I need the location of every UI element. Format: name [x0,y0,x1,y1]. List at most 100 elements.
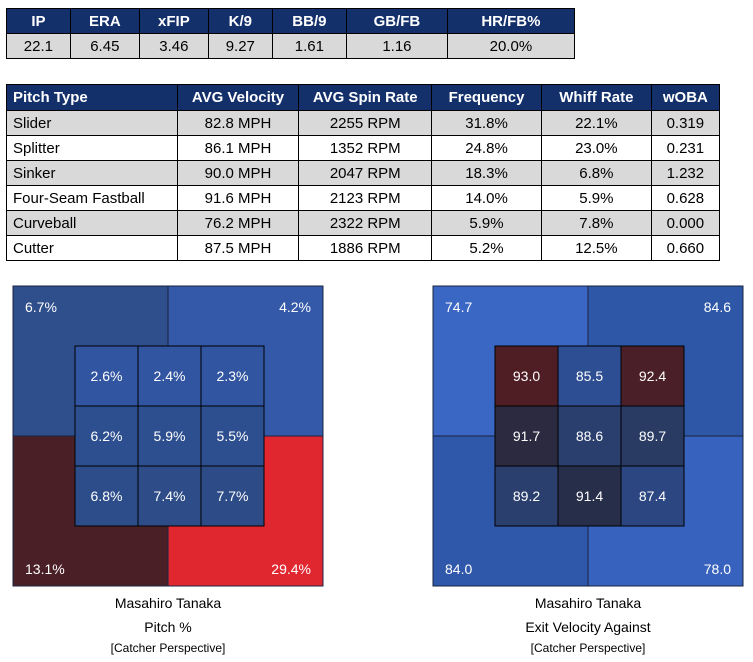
pitch-cell: Four-Seam Fastball [6,185,178,211]
pitch-cell: 2322 RPM [298,210,433,236]
pitch-cell: Sinker [6,160,178,186]
ev-zone-cell [557,405,622,467]
pitch-outer-label-top-right: 4.2% [279,299,311,315]
pitch-row: Curveball 76.2 MPH 2322 RPM 5.9% 7.8% 0.000 [6,210,721,236]
pitch-chart-caption: Masahiro Tanaka Pitch % [Catcher Perspec… [8,591,328,657]
pitch-cell: 2123 RPM [298,185,433,211]
pitch-zone-label: 2.4% [154,368,186,384]
pitch-cell: Cutter [6,235,178,261]
pitch-row: Four-Seam Fastball 91.6 MPH 2123 RPM 14.0% 5… [6,185,721,211]
pitch-row: Sinker 90.0 MPH 2047 RPM 18.3% 6.8% 1.232 [6,160,721,186]
stats-value-cell: 9.27 [207,33,273,59]
pitch-cell: 31.8% [431,110,542,136]
ev-outer-label-bottom-right: 78.0 [704,561,731,577]
pitch-cell: 18.3% [431,160,542,186]
pitch-row: Splitter 86.1 MPH 1352 RPM 24.8% 23.0% 0.231 [6,135,721,161]
pitch-cell: Curveball [6,210,178,236]
pitch-zone-label: 6.2% [91,428,123,444]
pitch-cell: 0.628 [650,185,721,211]
ev-zone-label: 85.5 [576,368,603,384]
pitch-header-cell: Whiff Rate [540,84,652,111]
ev-zone-label: 93.0 [513,368,540,384]
pitch-cell: 7.8% [540,210,652,236]
pitch-percent-zone-chart: 6.7% 4.2% 13.1% 29.4% 2.6% 2.4% 2.3% 6.2% 5.9% 5.… [12,285,324,587]
pitch-cell: Slider [6,110,178,136]
ev-chart-caption: Masahiro Tanaka Exit Velocity Against [C… [428,591,748,657]
ev-zone-cell [494,405,559,467]
stats-header-cell: IP [6,8,71,34]
pitch-header-cell: Frequency [431,84,542,111]
pitch-cell: 12.5% [540,235,652,261]
ev-zone-cell [620,405,685,467]
pitch-outer-label-top-left: 6.7% [25,299,57,315]
pitch-chart-subtitle: Pitch % [144,619,192,635]
pitch-header-row: Pitch Type AVG Velocity AVG Spin Rate Frequ… [6,84,721,111]
stats-value-cell: 1.16 [346,33,448,59]
ev-zone-label: 89.7 [639,428,666,444]
pitch-zone-label: 6.8% [91,488,123,504]
stats-value-cell: 1.61 [271,33,348,59]
stats-header-cell: K/9 [207,8,273,34]
stats-value-cell: 6.45 [69,33,140,59]
pitch-cell: 0.000 [650,210,721,236]
pitch-outer-label-bottom-right: 29.4% [271,561,311,577]
pitch-zone-label: 7.7% [217,488,249,504]
pitch-zone-cell [74,405,139,467]
ev-zone-label: 92.4 [639,368,666,384]
pitch-zone-label: 7.4% [154,488,186,504]
stats-header-cell: HR/FB% [446,8,576,34]
pitch-cell: 23.0% [540,135,652,161]
ev-zone-cell [620,465,685,527]
pitch-cell: 24.8% [431,135,542,161]
ev-zone-label: 91.4 [576,488,603,504]
ev-outer-label-bottom-left: 84.0 [445,561,472,577]
stats-value-cell: 3.46 [138,33,209,59]
pitch-cell: 5.9% [540,185,652,211]
pitch-cell: 5.2% [431,235,542,261]
ev-chart-note: [Catcher Perspective] [530,641,646,655]
pitch-cell: 82.8 MPH [176,110,300,136]
stats-value-cell: 22.1 [6,33,71,59]
ev-zone-label: 88.6 [576,428,603,444]
stats-header-cell: ERA [69,8,140,34]
pitch-cell: 0.660 [650,235,721,261]
stats-header-cell: BB/9 [271,8,348,34]
pitch-cell: 90.0 MPH [176,160,300,186]
pitch-chart-title: Masahiro Tanaka [114,595,222,611]
pitch-zone-cell [200,405,265,467]
stats-header-row: IP ERA xFIP K/9 BB/9 GB/FB HR/FB% [6,8,576,34]
ev-zone-cell [620,345,685,407]
pitch-cell: 2047 RPM [298,160,433,186]
pitch-zone-label: 5.9% [154,428,186,444]
ev-zone-cell [557,465,622,527]
pitch-zone-cell [200,465,265,527]
pitch-header-cell: AVG Spin Rate [298,84,433,111]
ev-zone-cell [494,345,559,407]
pitch-cell: 87.5 MPH [176,235,300,261]
pitch-cell: 86.1 MPH [176,135,300,161]
pitch-zone-cell [137,345,202,407]
pitch-cell: 91.6 MPH [176,185,300,211]
ev-zone-label: 91.7 [513,428,540,444]
pitch-header-cell: AVG Velocity [176,84,300,111]
ev-chart-subtitle: Exit Velocity Against [525,619,651,635]
exit-velocity-zone-chart: 74.7 84.6 84.0 78.0 93.0 85.5 92.4 91.7 88.6 89.7… [432,285,744,587]
pitch-cell: 0.319 [650,110,721,136]
pitch-cell: 22.1% [540,110,652,136]
ev-zone-cell [557,345,622,407]
pitch-outer-label-bottom-left: 13.1% [25,561,65,577]
pitch-cell: 1.232 [650,160,721,186]
pitch-zone-label: 2.3% [217,368,249,384]
pitch-chart-note: [Catcher Perspective] [110,641,226,655]
pitch-cell: Splitter [6,135,178,161]
pitch-zone-cell [137,465,202,527]
pitch-cell: 5.9% [431,210,542,236]
pitch-cell: 1352 RPM [298,135,433,161]
ev-outer-label-top-right: 84.6 [704,299,731,315]
pitch-cell: 2255 RPM [298,110,433,136]
ev-zone-label: 89.2 [513,488,540,504]
pitch-cell: 0.231 [650,135,721,161]
stats-value-cell: 20.0% [446,33,576,59]
pitch-row: Slider 82.8 MPH 2255 RPM 31.8% 22.1% 0.319 [6,110,721,136]
pitch-zone-label: 5.5% [217,428,249,444]
